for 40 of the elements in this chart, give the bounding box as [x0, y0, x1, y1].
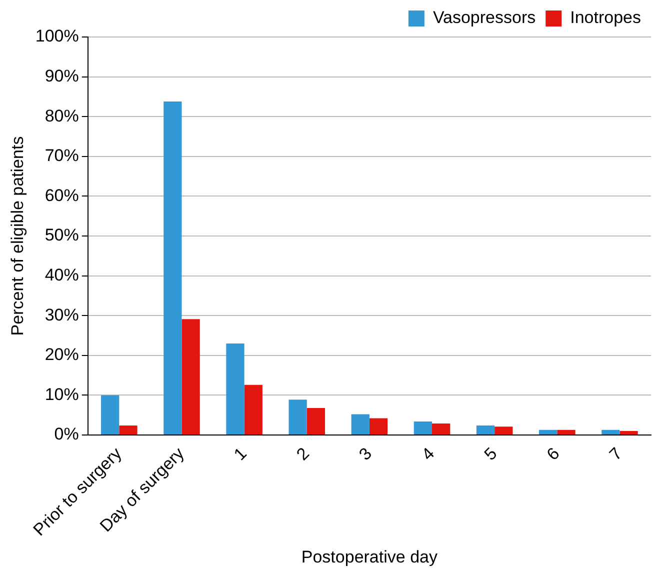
x-axis-title: Postoperative day — [301, 547, 438, 566]
bar — [414, 421, 432, 435]
x-tick-label: 7 — [606, 444, 626, 464]
bar — [306, 408, 326, 435]
bar — [539, 430, 558, 435]
bar — [432, 423, 450, 435]
bar — [476, 425, 495, 435]
x-tick-label: 5 — [480, 444, 501, 464]
y-tick-label: 50% — [44, 226, 79, 245]
bar — [494, 426, 513, 435]
y-tick-label: 0% — [54, 424, 79, 444]
x-tick-label: 3 — [355, 444, 376, 464]
y-tick-label: 90% — [44, 66, 79, 86]
x-tick-label: 2 — [292, 444, 314, 464]
bar — [101, 395, 120, 435]
x-tick-label: 6 — [543, 444, 564, 464]
bar — [620, 431, 638, 435]
bar — [119, 425, 138, 435]
y-tick-label: 100% — [35, 26, 79, 46]
x-tick-label: 4 — [418, 444, 438, 464]
x-tick-label: 1 — [230, 444, 250, 464]
y-tick-label: 40% — [44, 265, 79, 284]
bar — [244, 384, 262, 435]
y-tick-label: 70% — [44, 146, 79, 166]
bar — [164, 101, 182, 435]
y-tick-label: 80% — [44, 106, 79, 126]
y-axis-title: Percent of eligible patients — [8, 136, 27, 336]
bar — [288, 400, 307, 435]
bar — [602, 430, 620, 435]
y-tick-label: 30% — [44, 305, 79, 324]
y-tick-label: 10% — [44, 384, 79, 404]
y-tick-label: 20% — [44, 345, 79, 364]
bar — [182, 319, 200, 435]
bar — [226, 343, 244, 435]
bar — [557, 430, 576, 435]
y-tick-label: 60% — [44, 186, 79, 205]
bar — [351, 414, 370, 435]
legend-label: Inotropes — [570, 8, 642, 28]
bar — [369, 418, 388, 435]
legend-label: Vasopressors — [432, 8, 536, 28]
